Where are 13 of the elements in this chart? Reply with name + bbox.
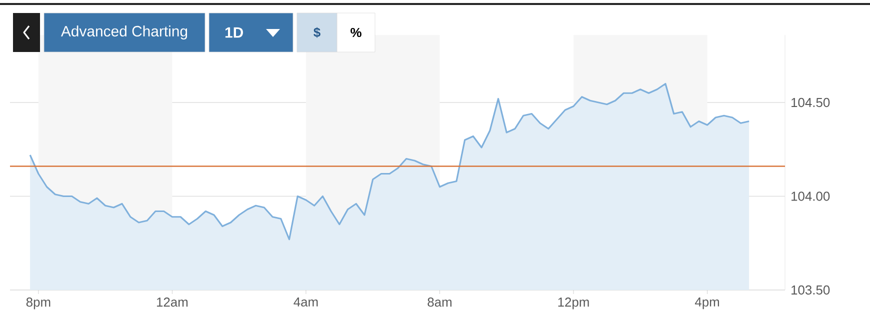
x-tick-label: 12am xyxy=(156,298,188,307)
x-tick-label: 4am xyxy=(294,298,318,307)
x-tick-label: 12pm xyxy=(558,298,589,310)
annotation: Advanced Charting xyxy=(60,26,188,40)
x-tick-label: 8pm xyxy=(26,298,50,310)
y-tick-label: 104.50 xyxy=(792,98,830,108)
x-tick-label: 4pm xyxy=(694,298,719,310)
annotation: % xyxy=(350,28,362,38)
annotation: 1D xyxy=(225,27,243,38)
x-tick-label: 8am xyxy=(428,298,452,307)
annotation: $ xyxy=(314,27,320,38)
y-tick-label: 104.00 xyxy=(792,192,830,201)
y-tick-label: 103.50 xyxy=(792,285,830,295)
